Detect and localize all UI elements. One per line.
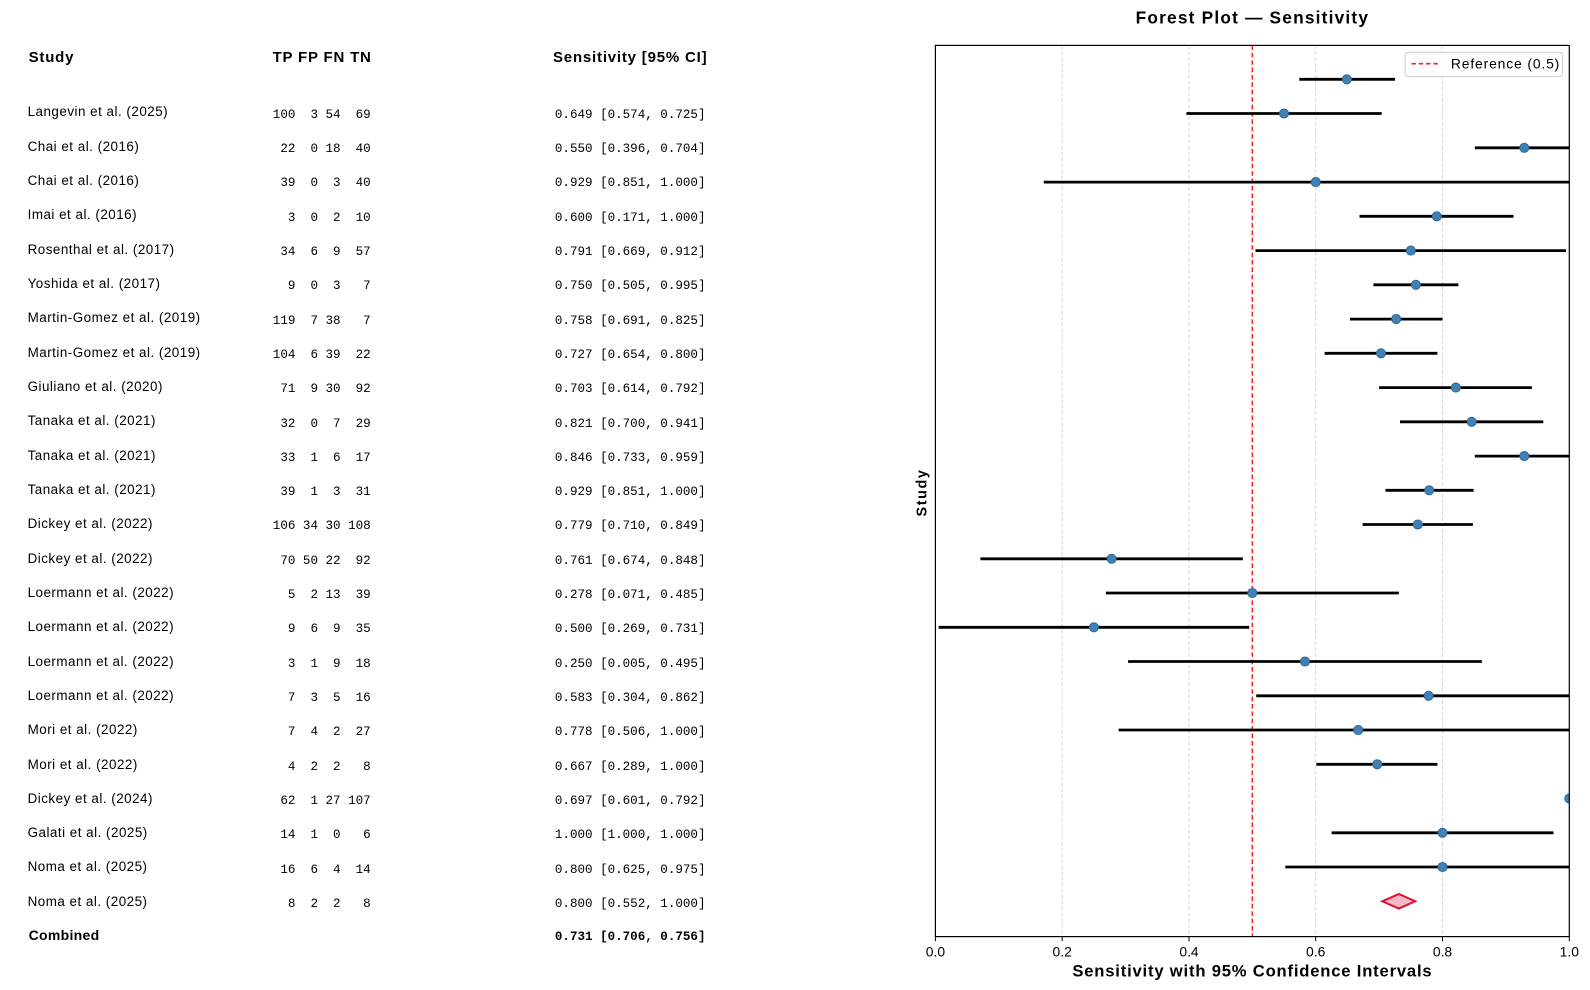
svg-text:0.2: 0.2 xyxy=(1053,943,1073,959)
svg-text:0.0: 0.0 xyxy=(926,943,946,959)
svg-text:1.0: 1.0 xyxy=(1560,943,1580,959)
svg-text:Forest Plot — Sensitivity: Forest Plot — Sensitivity xyxy=(1136,7,1370,27)
svg-text:Reference (0.5): Reference (0.5) xyxy=(1451,55,1560,71)
svg-text:Sensitivity with 95% Confidenc: Sensitivity with 95% Confidence Interval… xyxy=(1072,961,1432,980)
svg-text:0.8: 0.8 xyxy=(1433,943,1453,959)
svg-text:0.6: 0.6 xyxy=(1306,943,1326,959)
svg-text:0.4: 0.4 xyxy=(1179,943,1199,959)
svg-text:Study: Study xyxy=(915,469,931,517)
